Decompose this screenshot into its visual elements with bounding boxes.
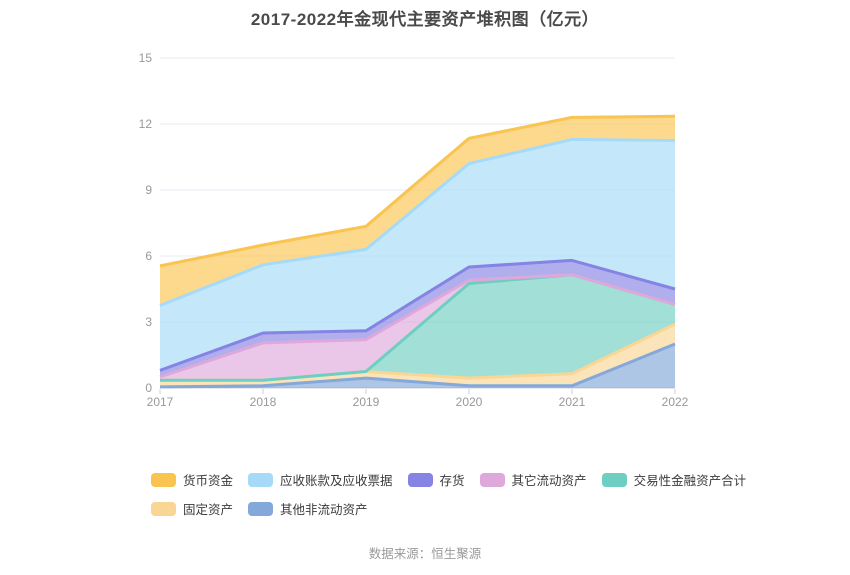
- y-axis-tick-label: 12: [139, 117, 153, 131]
- y-axis-tick-label: 3: [145, 315, 152, 329]
- legend-label: 固定资产: [183, 503, 234, 517]
- legend-swatch-fixed-assets: [151, 501, 176, 516]
- legend-swatch-monetary-funds: [151, 472, 176, 487]
- data-source-note: 数据来源：恒生聚源: [368, 547, 482, 561]
- legend-swatch-inventory: [407, 472, 433, 487]
- legend-swatch-other-current-assets: [479, 472, 505, 487]
- legend-row: 固定资产 其他非流动资产: [151, 499, 751, 518]
- line-inventory: [159, 258, 676, 372]
- y-axis-tick-label: 9: [145, 183, 152, 197]
- chart-title: 2017-2022年金现代主要资产堆积图（亿元）: [250, 10, 600, 29]
- legend-label: 交易性金融资产合计: [633, 474, 747, 488]
- legend-swatch-other-non-current-assets: [248, 501, 274, 516]
- legend-item-receivables-and-notes[interactable]: 应收账款及应收票据: [248, 470, 393, 489]
- legend-row: 货币资金 应收账款及应收票据 存货 其它流动资产 交易性金融资产合计: [151, 470, 751, 489]
- legend-swatch-trading-financial-assets: [601, 472, 627, 487]
- legend-label: 货币资金: [183, 474, 234, 488]
- area-receivables-and-notes: [160, 139, 675, 371]
- x-axis-tick-label: 2017: [147, 395, 174, 409]
- legend-item-other-non-current-assets[interactable]: 其他非流动资产: [248, 499, 368, 518]
- legend-label: 应收账款及应收票据: [280, 474, 393, 488]
- legend-label: 存货: [439, 474, 465, 488]
- line-receivables-and-notes: [159, 137, 676, 307]
- area-monetary-funds: [160, 116, 675, 306]
- line-other-non-current-assets: [159, 342, 676, 389]
- legend-label: 其它流动资产: [511, 474, 587, 488]
- x-axis-tick-label: 2020: [456, 395, 483, 409]
- legend-item-fixed-assets[interactable]: 固定资产: [151, 499, 233, 518]
- y-axis-tick-label: 15: [139, 51, 153, 65]
- legend-label: 其他非流动资产: [280, 503, 368, 517]
- legend-item-inventory[interactable]: 存货: [407, 470, 465, 489]
- legend-item-trading-financial-assets[interactable]: 交易性金融资产合计: [601, 470, 747, 489]
- legend-item-monetary-funds[interactable]: 货币资金: [151, 470, 233, 489]
- stacked-area-plot: 0 3 6 9 12 15 2017 2018 2019 2020 2021 2022: [139, 51, 689, 409]
- x-axis-tick-label: 2021: [559, 395, 586, 409]
- x-axis-tick-label: 2018: [250, 395, 277, 409]
- line-monetary-funds: [159, 114, 676, 268]
- y-axis-tick-label: 6: [145, 249, 152, 263]
- legend-item-other-current-assets[interactable]: 其它流动资产: [479, 470, 587, 489]
- chart-legend: 货币资金 应收账款及应收票据 存货 其它流动资产 交易性金融资产合计固定资产 其他非流动资…: [151, 470, 751, 518]
- y-axis-tick-label: 0: [145, 381, 152, 395]
- x-axis-tick-label: 2019: [353, 395, 380, 409]
- x-axis-tick-label: 2022: [662, 395, 689, 409]
- line-other-current-assets: [159, 273, 676, 379]
- area-other-non-current-assets: [160, 344, 675, 388]
- legend-swatch-receivables-and-notes: [248, 472, 274, 487]
